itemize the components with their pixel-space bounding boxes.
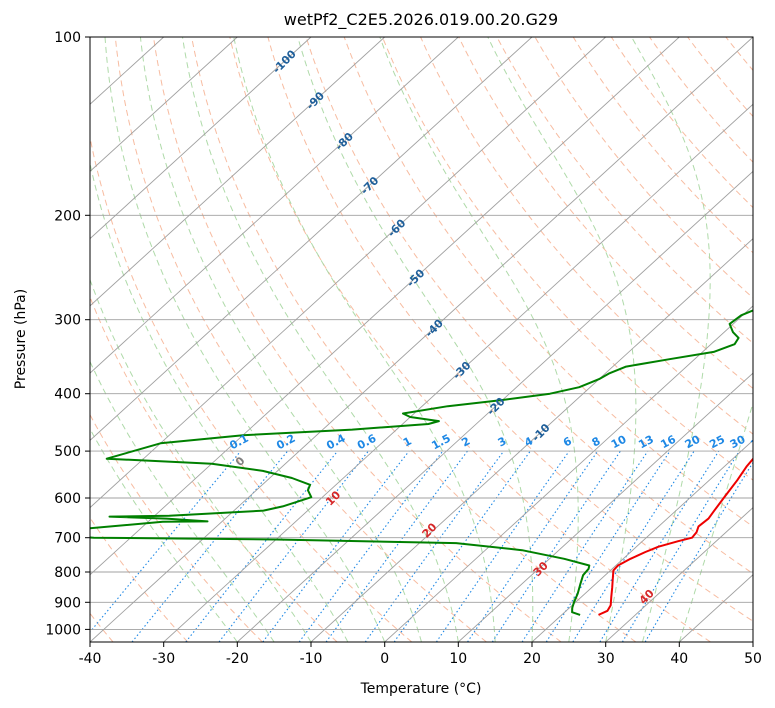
dry-adiabats: [90, 37, 753, 642]
x-axis-label: Temperature (°C): [360, 681, 482, 697]
isotherm-line: [384, 305, 753, 642]
x-tick-label: 50: [744, 651, 762, 667]
temperature-profile-line: [598, 457, 753, 616]
x-tick-label: 40: [670, 651, 688, 667]
dry-adiabat-line: [191, 37, 637, 642]
mixing-ratio-label: 13: [636, 433, 656, 452]
isotherm-line: [310, 238, 753, 642]
moist-adiabat-line: [104, 37, 386, 642]
moist-adiabat-line: [90, 161, 349, 642]
x-tick-label: 20: [523, 651, 541, 667]
dry-adiabat-line: [649, 37, 753, 163]
y-tick-label: 300: [54, 313, 81, 329]
mixing-ratio-line: [467, 450, 599, 642]
mixing-ratio-label: 36: [749, 433, 769, 452]
chart-title: wetPf2_C2E5.2026.019.00.20.G29: [284, 10, 558, 30]
mixing-ratio-line: [393, 450, 531, 642]
moist-adiabat-line: [297, 37, 534, 642]
y-tick-label: 100: [54, 30, 81, 46]
mixing-ratio-label: 10: [609, 432, 629, 451]
isotherm-line: [531, 439, 753, 642]
isotherm-line: [90, 37, 312, 240]
isotherm-line: [90, 37, 459, 374]
mixing-ratio-label: 16: [658, 433, 678, 452]
dewpoint-profile-line: [90, 309, 753, 616]
dry-adiabat-line: [90, 134, 413, 642]
moist-adiabat-line: [233, 37, 496, 642]
moist-adiabat-line: [90, 360, 275, 642]
isotherm-line: [90, 37, 680, 576]
moist-adiabats: [90, 37, 753, 642]
x-tick-label: 30: [597, 651, 615, 667]
x-tick-label: -40: [79, 651, 102, 667]
dry-adiabat-line: [458, 37, 753, 390]
x-tick-label: -20: [226, 651, 249, 667]
x-tick-label: -30: [152, 651, 175, 667]
mixing-ratio-line: [218, 450, 369, 642]
dry-adiabat-line: [90, 413, 263, 642]
isotherm-line: [90, 37, 533, 441]
dry-adiabat-line: [381, 37, 753, 481]
y-tick-label: 900: [54, 595, 81, 611]
isotherm-line: [163, 103, 753, 642]
x-tick-label: 0: [380, 651, 389, 667]
moist-adiabat-line: [678, 401, 753, 642]
x-axis-ticks: -40 -30 -20 -10 0 10 20 30 40 50: [79, 642, 762, 667]
moist-adiabat-line: [139, 37, 422, 642]
y-tick-label: 500: [54, 444, 81, 460]
x-tick-label: 10: [449, 651, 467, 667]
mixing-ratio-line: [644, 461, 753, 642]
dry-adiabat-line: [496, 37, 753, 344]
isotherm-line: [90, 37, 238, 173]
mixing-ratio-line: [185, 450, 339, 642]
isotherm-line: [90, 37, 386, 307]
moist-adiabat-line: [90, 427, 238, 642]
pressure-gridlines: [90, 37, 753, 630]
dry-adiabat-line: [572, 37, 753, 254]
mixing-ratio-line: [545, 450, 671, 642]
mixing-ratio-label: 20: [683, 432, 703, 451]
isotherm-line: [457, 372, 753, 642]
dry-adiabat-line: [153, 37, 562, 642]
dry-adiabat-line: [90, 295, 338, 642]
sounding-series: [90, 309, 753, 616]
mixing-ratio-line: [572, 450, 695, 642]
y-tick-label: 1000: [45, 622, 81, 638]
y-tick-label: 600: [54, 491, 81, 507]
plot-frame: [89, 36, 754, 643]
mixing-ratio-line: [364, 450, 505, 642]
y-tick-label: 800: [54, 565, 81, 581]
moist-adiabat-line: [631, 37, 711, 642]
isotherm-line: [90, 37, 753, 642]
dry-adiabat-line: [229, 37, 711, 642]
isotherm-line: [605, 506, 753, 642]
mixing-ratio-label: 30: [728, 433, 748, 452]
mixing-ratio-line: [90, 450, 242, 633]
mixing-ratio-line: [262, 450, 410, 642]
x-tick-label: -10: [300, 651, 323, 667]
dry-adiabat-line: [343, 37, 753, 528]
plot-area: 0.10.20.40.611.52346810131620253036-100-…: [90, 37, 769, 642]
y-tick-label: 200: [54, 208, 81, 224]
y-tick-label: 400: [54, 387, 81, 403]
dry-adiabat-line: [420, 37, 753, 435]
moist-adiabat-line: [379, 37, 579, 642]
moist-adiabat-line: [182, 37, 459, 642]
isotherm-line: [90, 37, 607, 509]
y-axis-ticks: 100 200 300 400 500 600 700 800 900 1000: [45, 30, 90, 638]
dry-adiabat-line: [534, 37, 753, 299]
y-tick-label: 700: [54, 531, 81, 547]
y-axis-label: Pressure (hPa): [13, 289, 29, 389]
moist-adiabat-line: [487, 37, 637, 642]
dry-adiabat-line: [305, 37, 753, 575]
mixing-ratio-line: [599, 450, 720, 642]
mixing-ratio-label: 25: [707, 433, 727, 452]
mixing-ratio-line: [131, 450, 289, 642]
